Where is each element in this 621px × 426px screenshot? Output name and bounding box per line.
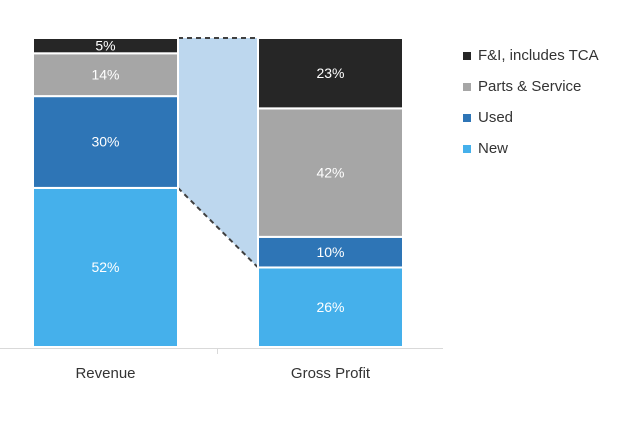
category-label-revenue: Revenue: [75, 365, 135, 382]
bar-gross-profit-new: [257, 266, 404, 348]
legend-label-parts-service: Parts & Service: [478, 78, 582, 95]
legend-swatch-used: [463, 113, 471, 122]
bars-group: 52% 30% 14% 5% 26% 10% 42% 23%: [32, 37, 404, 348]
legend-swatch-parts-service: [463, 82, 471, 91]
legend-item-fi: F&I, includes TCA: [463, 40, 599, 71]
legend-label-fi: F&I, includes TCA: [478, 47, 599, 64]
bar-revenue-new: [32, 186, 179, 348]
legend-item-new: New: [463, 133, 599, 164]
data-label-gross-profit-used: 10%: [316, 244, 344, 260]
legend: F&I, includes TCA Parts & Service Used N…: [463, 40, 599, 164]
bar-gross-profit-f-i-includes-tca: [257, 37, 404, 110]
data-label-gross-profit-f-i-includes-tca: 23%: [316, 65, 344, 81]
legend-item-parts-service: Parts & Service: [463, 71, 599, 102]
legend-swatch-new: [463, 144, 471, 153]
data-label-revenue-new: 52%: [91, 259, 119, 275]
data-label-revenue-f-i-includes-tca: 5%: [95, 37, 115, 53]
legend-label-new: New: [478, 140, 509, 157]
category-label-gross-profit: Gross Profit: [291, 365, 371, 382]
data-label-gross-profit-parts-service: 42%: [316, 164, 344, 180]
bar-gross-profit-used: [257, 235, 404, 269]
connector-line-bottom: [177, 187, 259, 269]
legend-swatch-fi: [463, 51, 471, 60]
data-label-revenue-used: 30%: [91, 134, 119, 150]
data-label-gross-profit-new: 26%: [316, 299, 344, 315]
bar-gross-profit-parts-service: [257, 107, 404, 238]
bar-revenue-parts-service: [32, 52, 179, 98]
legend-label-used: Used: [478, 109, 514, 126]
bar-revenue-used: [32, 95, 179, 189]
bar-revenue-f-i-includes-tca: [32, 37, 179, 55]
data-label-revenue-parts-service: 14%: [91, 66, 119, 82]
legend-item-used: Used: [463, 102, 599, 133]
connector-shading: [178, 38, 258, 268]
